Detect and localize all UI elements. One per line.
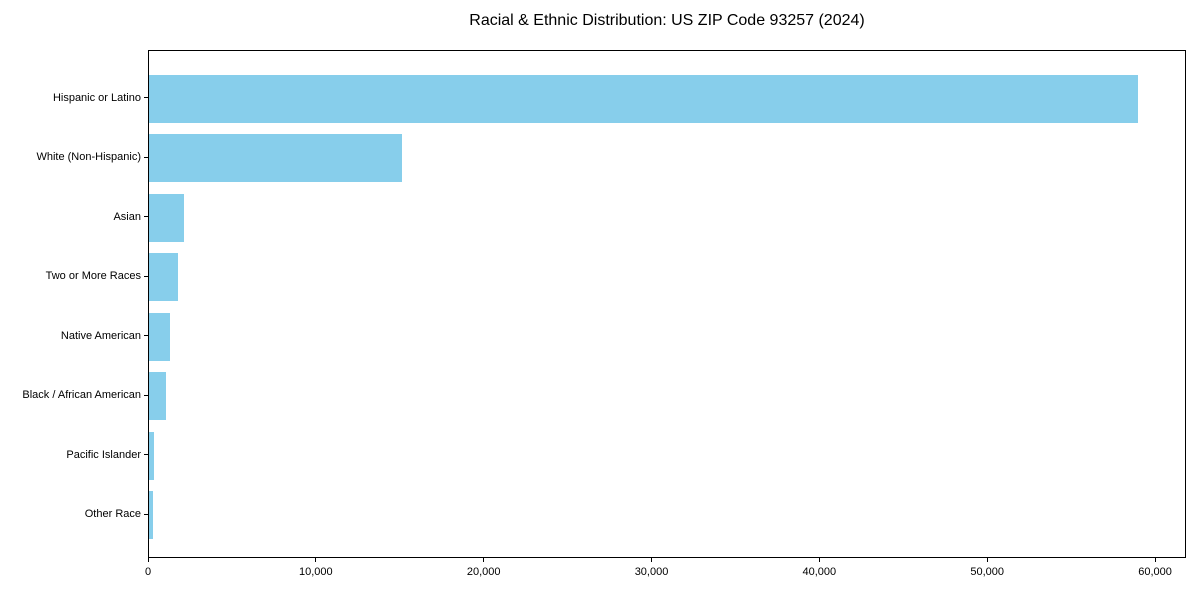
x-tick-mark [818,558,820,562]
y-tick-label-other-race: Other Race [84,508,141,521]
x-tick-mark [483,558,485,562]
x-tick-mark [651,558,653,562]
chart-title: Racial & Ethnic Distribution: US ZIP Cod… [469,12,865,29]
bar-hispanic-or-latino [149,74,1138,123]
y-tick-mark [144,156,148,158]
bar-native-american [149,312,171,361]
y-tick-label-two-or-more-races: Two or More Races [45,270,141,283]
bar-pacific-islander [149,431,155,480]
y-tick-label-pacific-islander: Pacific Islander [66,448,141,461]
bar-other-race [149,491,153,540]
x-tick-label-50000: 50,000 [970,566,1005,578]
y-tick-mark [144,275,148,277]
y-tick-label-hispanic-or-latino: Hispanic or Latino [52,91,141,104]
y-tick-label-white-non-hispanic: White (Non-Hispanic) [36,151,141,164]
y-tick-mark [144,216,148,218]
y-tick-mark [144,513,148,515]
x-tick-label-30000: 30,000 [634,566,669,578]
y-tick-mark [144,394,148,396]
x-tick-label-20000: 20,000 [466,566,501,578]
x-tick-label-40000: 40,000 [802,566,837,578]
x-tick-mark [315,558,317,562]
y-tick-label-asian: Asian [113,210,141,223]
bar-white-non-hispanic [149,134,403,183]
bar-two-or-more-races [149,253,178,302]
y-tick-mark [144,97,148,98]
x-tick-label-60000: 60,000 [1138,566,1172,578]
y-tick-mark [144,454,148,456]
x-tick-label-10000: 10,000 [299,566,333,578]
x-tick-mark [147,558,149,562]
x-tick-mark [1154,558,1156,562]
bar-black-african-american [149,372,166,421]
x-tick-label-0: 0 [144,566,152,578]
y-tick-mark [144,335,148,337]
plot-area [148,50,1186,558]
bar-asian [149,193,185,242]
y-tick-label-native-american: Native American [60,329,141,342]
x-tick-mark [986,558,988,562]
y-tick-label-black-african-american: Black / African American [22,389,141,402]
